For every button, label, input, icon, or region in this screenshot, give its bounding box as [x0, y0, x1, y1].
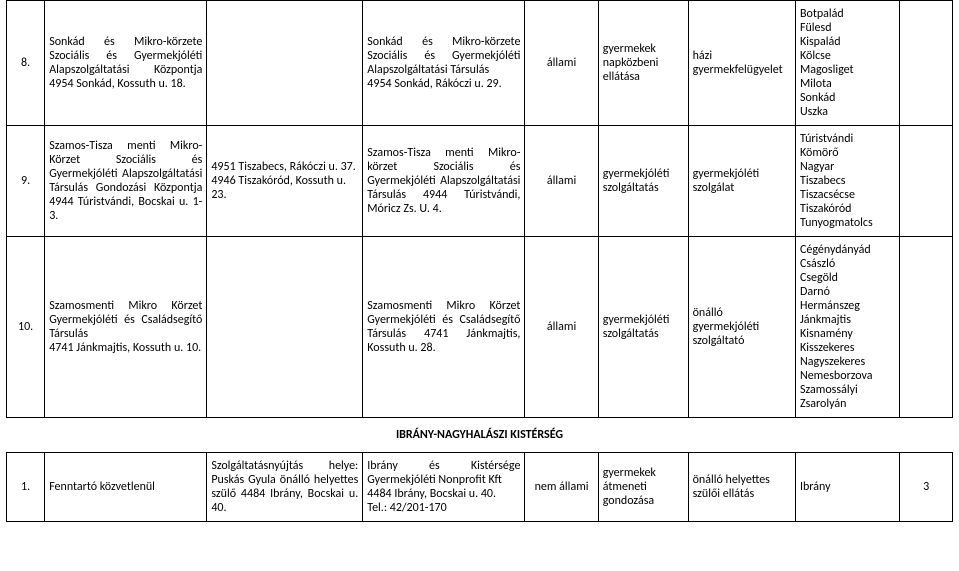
cell-service: gyermekek átmeneti gondozása [598, 453, 688, 522]
cell-count [900, 237, 953, 418]
cell-count [900, 1, 953, 126]
cell-num: 1. [7, 453, 45, 522]
cell-type: állami [525, 126, 598, 237]
table-row: 8. Sonkád és Mikro-körzete Szociális és … [7, 1, 953, 126]
cell-org: Sonkád és Mikro-körzete Szociális és Gye… [45, 1, 207, 126]
cell-places: TúristvándiKömörőNagyarTiszabecsTiszacsé… [795, 126, 899, 237]
cell-places: Ibrány [795, 453, 899, 522]
main-table: 8. Sonkád és Mikro-körzete Szociális és … [6, 0, 953, 522]
cell-type: nem állami [525, 453, 598, 522]
cell-service: gyermekjóléti szolgáltatás [598, 126, 688, 237]
table-row: 10. Szamosmenti Mikro Körzet Gyermekjólé… [7, 237, 953, 418]
cell-org: Szamosmenti Mikro Körzet Gyermekjóléti é… [45, 237, 207, 418]
cell-org: Fenntartó közvetlenül [45, 453, 207, 522]
cell-service: gyermekjóléti szolgáltatás [598, 237, 688, 418]
cell-assoc: Ibrány és Kistérsége Gyermekjóléti Nonpr… [363, 453, 525, 522]
cell-addr2: 4951 Tiszabecs, Rákóczi u. 37.4946 Tisza… [207, 126, 363, 237]
cell-form: önálló gyermekjóléti szolgáltató [688, 237, 795, 418]
cell-count [900, 126, 953, 237]
cell-count: 3 [900, 453, 953, 522]
cell-addr2 [207, 1, 363, 126]
cell-addr2 [207, 237, 363, 418]
cell-num: 9. [7, 126, 45, 237]
cell-assoc: Szamos-Tisza menti Mikro-körzet Szociáli… [363, 126, 525, 237]
cell-org: Szamos-Tisza menti Mikro-Körzet Szociáli… [45, 126, 207, 237]
cell-type: állami [525, 1, 598, 126]
cell-num: 8. [7, 1, 45, 126]
cell-places: BotpaládFülesdKispaládKölcseMagosligetMi… [795, 1, 899, 126]
cell-places: CégénydányádCsászlóCsegöldDarnóHermánsze… [795, 237, 899, 418]
cell-assoc: Szamosmenti Mikro Körzet Gyermekjóléti é… [363, 237, 525, 418]
table-row: 1. Fenntartó közvetlenül Szolgáltatásnyú… [7, 453, 953, 522]
table-row: 9. Szamos-Tisza menti Mikro-Körzet Szoci… [7, 126, 953, 237]
cell-form: gyermekjóléti szolgálat [688, 126, 795, 237]
cell-assoc: Sonkád és Mikro-körzete Szociális és Gye… [363, 1, 525, 126]
section-title: IBRÁNY-NAGYHALÁSZI KISTÉRSÉG [7, 418, 953, 453]
cell-num: 10. [7, 237, 45, 418]
cell-service: gyermekek napközbeni ellátása [598, 1, 688, 126]
cell-addr2: Szolgáltatásnyújtás helye: Puskás Gyula … [207, 453, 363, 522]
document-page: 8. Sonkád és Mikro-körzete Szociális és … [0, 0, 959, 542]
cell-type: állami [525, 237, 598, 418]
cell-form: önálló helyettes szülői ellátás [688, 453, 795, 522]
cell-form: házi gyermekfelügyelet [688, 1, 795, 126]
section-header-row: IBRÁNY-NAGYHALÁSZI KISTÉRSÉG [7, 418, 953, 453]
